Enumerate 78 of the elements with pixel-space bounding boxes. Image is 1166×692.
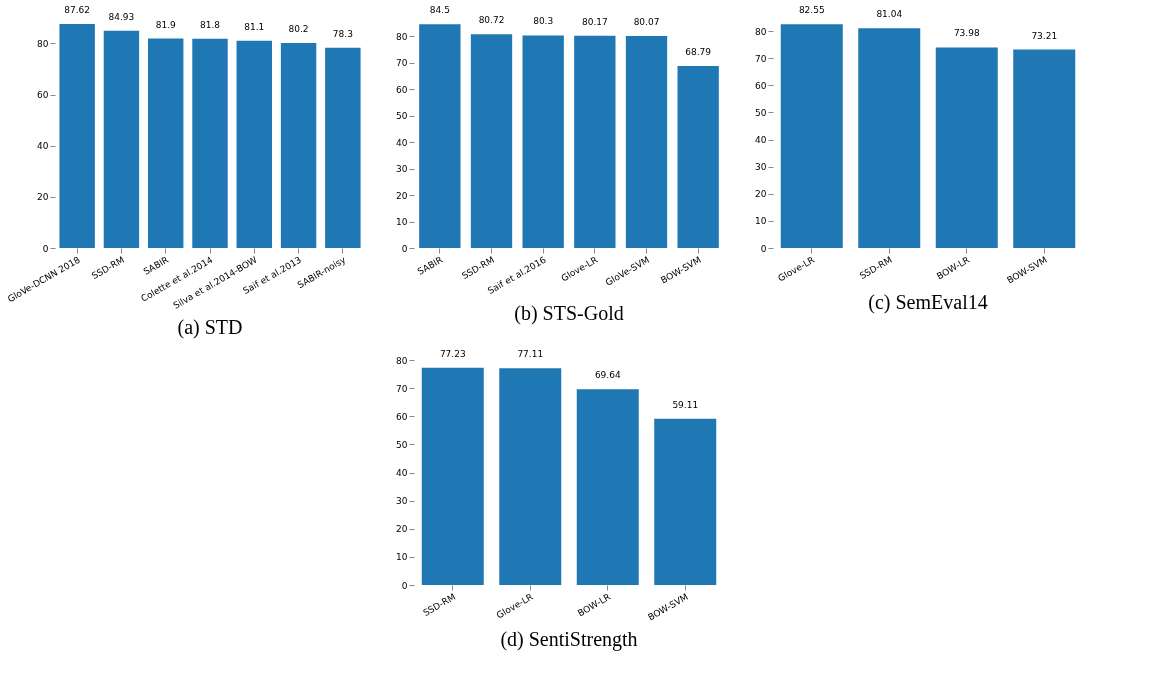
y-tick-label: 60 — [396, 84, 408, 95]
y-tick-label: 0 — [401, 243, 408, 254]
data-label: 80.72 — [478, 15, 505, 26]
y-tick-label: 30 — [396, 164, 408, 175]
data-label: 68.79 — [685, 46, 712, 57]
y-tick-label: 80 — [396, 31, 408, 42]
data-label: 80.07 — [633, 17, 660, 28]
y-tick-label: 10 — [396, 552, 408, 563]
y-tick-label: 60 — [755, 80, 767, 91]
data-label: 84.93 — [108, 11, 135, 22]
y-tick-label: 50 — [396, 111, 408, 122]
data-label: 81.04 — [876, 9, 903, 20]
bar — [236, 40, 272, 248]
bar — [935, 47, 998, 248]
data-label: 69.64 — [594, 370, 621, 381]
data-label: 73.98 — [953, 28, 980, 39]
y-tick-label: 20 — [37, 192, 49, 203]
data-label: 80.3 — [533, 16, 554, 27]
y-tick-label: 10 — [755, 216, 767, 227]
y-tick-label: 40 — [396, 137, 408, 148]
bar — [325, 47, 361, 248]
y-tick-label: 70 — [396, 383, 408, 394]
y-tick-label: 60 — [37, 90, 49, 101]
y-tick-label: 0 — [401, 580, 408, 591]
y-tick-label: 30 — [396, 496, 408, 507]
y-tick-label: 40 — [755, 135, 767, 146]
y-tick-label: 50 — [755, 107, 767, 118]
data-label: 81.9 — [155, 19, 176, 30]
y-tick-label: 70 — [755, 53, 767, 64]
y-tick-label: 20 — [396, 524, 408, 535]
data-label: 73.21 — [1031, 30, 1058, 41]
y-tick-label: 40 — [396, 468, 408, 478]
bar — [419, 24, 461, 248]
y-tick-label: 20 — [396, 190, 408, 201]
y-tick-label: 0 — [42, 243, 49, 254]
data-label: 77.11 — [517, 349, 544, 360]
text: (c) SemEval14 — [868, 291, 988, 315]
bar — [470, 34, 513, 248]
data-label: 81.1 — [244, 21, 265, 32]
bar — [148, 38, 184, 248]
y-tick-label: 40 — [37, 141, 49, 152]
y-tick-label: 10 — [396, 217, 408, 228]
bar — [421, 367, 484, 585]
data-label: 87.62 — [64, 4, 91, 15]
bar — [1013, 49, 1076, 248]
y-tick-label: 80 — [755, 26, 767, 37]
text: (a) STD — [177, 316, 243, 340]
bar — [59, 23, 95, 248]
bar — [677, 65, 719, 248]
bar — [192, 38, 228, 248]
y-tick-label: 80 — [37, 38, 49, 49]
y-tick-label: 80 — [396, 355, 408, 366]
data-label: 84.5 — [429, 5, 450, 16]
data-label: 81.8 — [199, 19, 221, 30]
bar — [780, 24, 843, 248]
bar — [280, 42, 317, 248]
text: (d) SentiStrength — [500, 628, 638, 652]
data-label: 77.23 — [439, 348, 466, 359]
bar — [858, 28, 921, 248]
data-label: 82.55 — [798, 5, 825, 16]
data-label: 59.11 — [672, 399, 699, 410]
text: (b) STS-Gold — [514, 301, 624, 325]
bar — [576, 389, 639, 585]
y-tick-label: 70 — [396, 58, 408, 69]
y-tick-label: 60 — [396, 411, 408, 422]
bar — [625, 36, 668, 248]
y-tick-label: 20 — [755, 189, 767, 200]
data-label: 80.2 — [288, 23, 309, 34]
y-tick-label: 50 — [396, 439, 408, 450]
data-label: 78.3 — [332, 28, 353, 39]
bar — [574, 35, 616, 248]
bar — [522, 35, 564, 248]
y-tick-label: 0 — [760, 243, 767, 254]
y-tick-label: 30 — [755, 162, 767, 173]
bar — [499, 368, 562, 585]
bar — [103, 30, 140, 248]
data-label: 80.17 — [581, 16, 608, 27]
bar — [654, 418, 717, 585]
